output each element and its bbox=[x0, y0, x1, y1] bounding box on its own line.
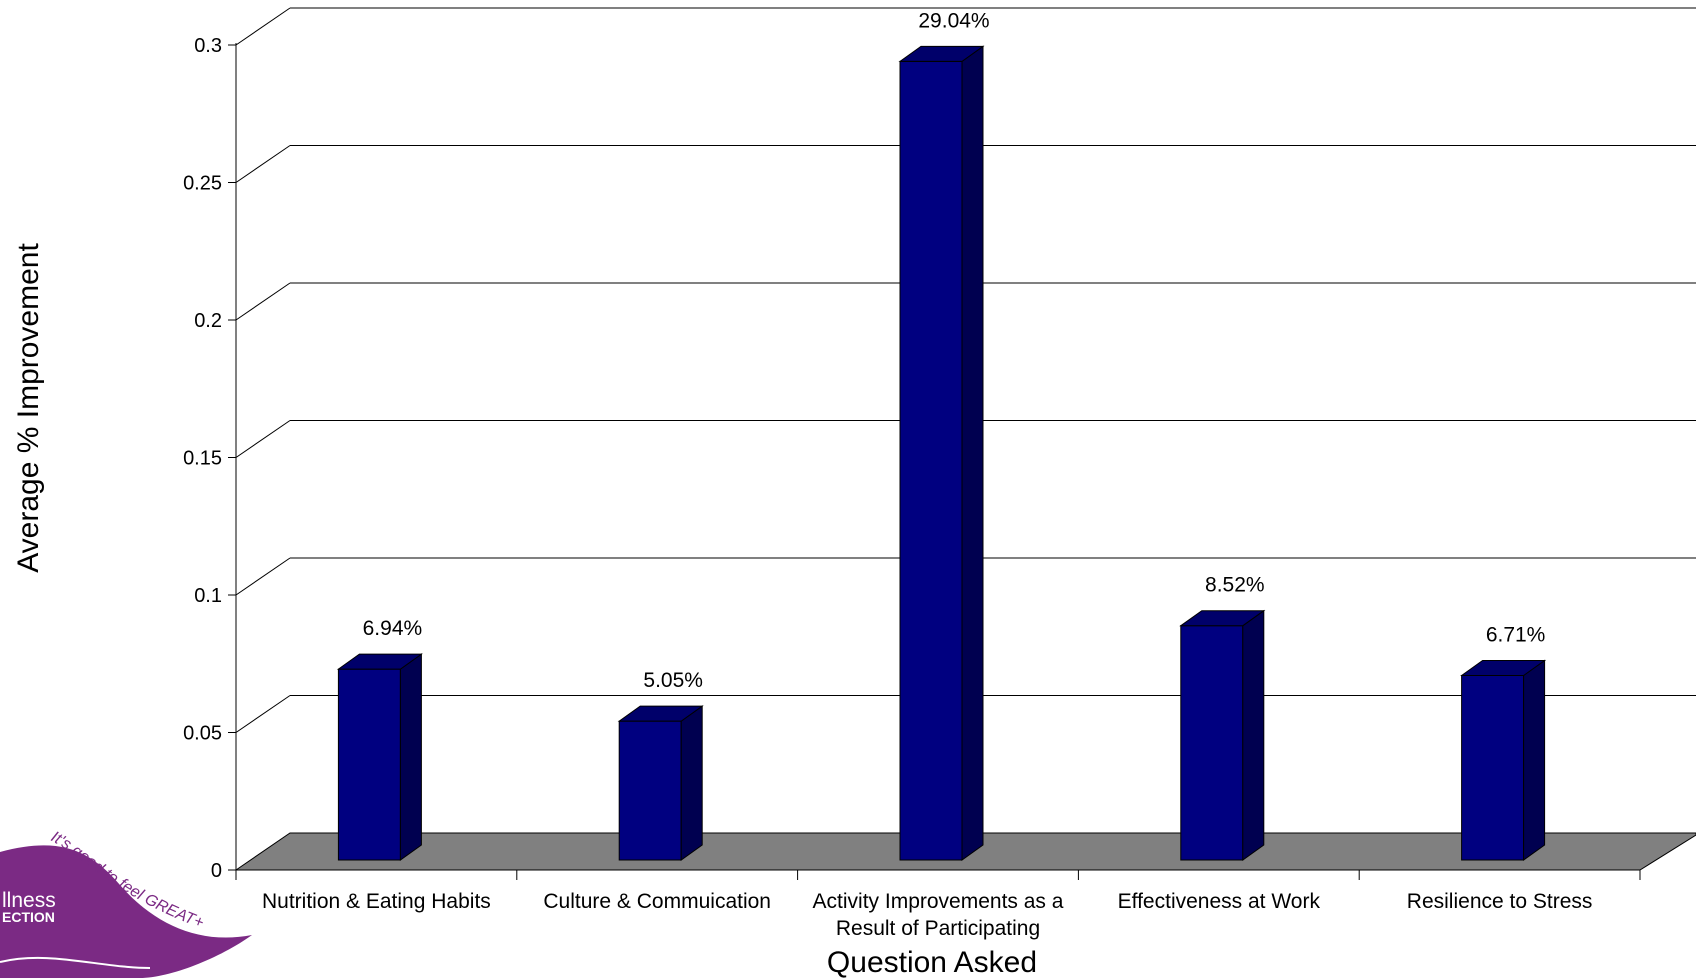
bars bbox=[336, 45, 1547, 861]
logo-swoosh-line bbox=[0, 956, 151, 969]
bar-side bbox=[680, 705, 703, 861]
gridlines bbox=[235, 7, 1696, 733]
y-tick-label: 0 bbox=[211, 860, 222, 882]
bar-side bbox=[399, 653, 422, 861]
y-tick-label: 0.1 bbox=[194, 585, 222, 607]
x-tick-label: Activity Improvements as a bbox=[813, 890, 1064, 913]
y-tick-label: 0.3 bbox=[194, 35, 222, 57]
bar-front bbox=[337, 668, 401, 861]
bar-top bbox=[1179, 610, 1266, 627]
bar-top bbox=[336, 653, 423, 670]
gridline-diagonal bbox=[235, 557, 291, 596]
gridline-diagonal bbox=[235, 695, 291, 733]
data-label: 8.52% bbox=[1205, 574, 1265, 597]
data-label: 5.05% bbox=[643, 669, 703, 692]
data-label: 6.94% bbox=[363, 617, 423, 640]
y-tick-labels: 0 0.05 0.1 0.15 0.2 0.25 0.3 bbox=[183, 35, 222, 882]
bar bbox=[617, 705, 704, 861]
bar-side bbox=[1523, 659, 1546, 861]
bar bbox=[898, 45, 985, 861]
data-labels: 6.94% 5.05% 29.04% 8.52% 6.71% bbox=[363, 9, 1546, 692]
gridline-diagonal bbox=[235, 282, 291, 321]
bar-front bbox=[1461, 674, 1525, 861]
y-axis-title: Average % Improvement bbox=[12, 243, 45, 573]
y-tick-label: 0.15 bbox=[183, 448, 222, 470]
bar bbox=[1460, 659, 1547, 861]
y-tick-label: 0.05 bbox=[183, 723, 222, 745]
data-label: 6.71% bbox=[1486, 623, 1546, 646]
gridline-diagonal bbox=[235, 420, 291, 458]
bar-side bbox=[1242, 609, 1265, 861]
y-tick-label: 0.25 bbox=[183, 173, 222, 195]
bar-side bbox=[961, 45, 984, 861]
x-tick-label: Effectiveness at Work bbox=[1118, 890, 1321, 913]
x-tick-label: Resilience to Stress bbox=[1407, 890, 1593, 913]
bar-front bbox=[1180, 625, 1244, 861]
bar-front bbox=[618, 720, 682, 861]
x-axis-title: Question Asked bbox=[827, 946, 1037, 978]
y-tick-label: 0.2 bbox=[194, 310, 222, 332]
brand-logo: llness ECTION It's good to feel GREAT+ bbox=[0, 828, 252, 978]
x-tick-label: Result of Participating bbox=[836, 917, 1040, 940]
x-tick-labels: Nutrition & Eating Habits Culture & Commu… bbox=[262, 890, 1592, 940]
bar-top bbox=[617, 705, 704, 722]
logo-line1: llness bbox=[2, 889, 56, 912]
gridline-diagonal bbox=[235, 145, 291, 183]
axes bbox=[228, 43, 1641, 880]
bar-top bbox=[1460, 659, 1547, 676]
logo-swoosh bbox=[0, 845, 252, 978]
logo-line2: ECTION bbox=[2, 909, 55, 925]
bar bbox=[1179, 609, 1266, 861]
bar bbox=[336, 653, 423, 861]
bar-front bbox=[899, 60, 963, 861]
gridline-diagonal bbox=[235, 7, 291, 46]
x-tick-label: Culture & Commuication bbox=[543, 890, 771, 913]
x-tick-label: Nutrition & Eating Habits bbox=[262, 890, 491, 913]
bar-top bbox=[898, 45, 985, 62]
data-label: 29.04% bbox=[918, 9, 989, 32]
